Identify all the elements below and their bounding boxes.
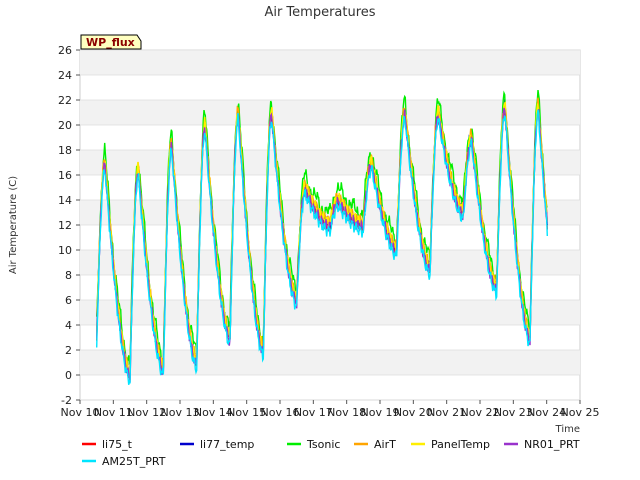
x-tick-label: Nov 21 — [427, 406, 466, 419]
legend-label-li77_temp: li77_temp — [200, 438, 254, 451]
x-tick-label: Nov 19 — [361, 406, 400, 419]
legend: li75_t li77_temp Tsonic AirT PanelTemp NR01_P… — [82, 438, 580, 468]
y-tick-label: 2 — [65, 344, 72, 357]
legend-label-PanelTemp: PanelTemp — [431, 438, 490, 451]
x-tick-label: Nov 18 — [327, 406, 366, 419]
y-tick-label: 8 — [65, 269, 72, 282]
x-tick-label: Nov 16 — [261, 406, 300, 419]
x-tick-label: Nov 24 — [527, 406, 566, 419]
y-axis-label: Air Temperature (C) — [8, 176, 19, 274]
y-tick-label: 0 — [65, 369, 72, 382]
y-tick-label: -2 — [61, 394, 72, 407]
x-tick-label: Nov 25 — [561, 406, 600, 419]
badge-box — [80, 34, 142, 50]
chart-title: Air Temperatures — [264, 5, 375, 20]
y-tick-label: 24 — [58, 69, 72, 82]
x-tick-label: Nov 13 — [161, 406, 200, 419]
y-tick-label: 18 — [58, 144, 72, 157]
grid-band — [80, 250, 580, 275]
grid-band — [80, 50, 580, 75]
badge: WP_flux — [80, 34, 142, 50]
x-tick-label: Nov 23 — [494, 406, 533, 419]
grid-band — [80, 300, 580, 325]
x-tick-label: Nov 17 — [294, 406, 333, 419]
legend-label-li75_t: li75_t — [102, 438, 133, 451]
grid-band — [80, 100, 580, 125]
x-axis-label: Time — [555, 424, 580, 435]
y-tick-label: 16 — [58, 169, 72, 182]
x-tick-label: Nov 14 — [194, 406, 233, 419]
y-tick-label: 22 — [58, 94, 72, 107]
legend-label-AM25T_PRT: AM25T_PRT — [102, 455, 166, 468]
grid-band — [80, 350, 580, 375]
x-tick-label: Nov 15 — [227, 406, 266, 419]
y-tick-label: 14 — [58, 194, 72, 207]
badge-label: WP_flux — [86, 36, 135, 49]
legend-label-Tsonic: Tsonic — [306, 438, 340, 451]
y-tick-label: 4 — [65, 319, 72, 332]
y-tick-label: 12 — [58, 219, 72, 232]
x-tick-label: Nov 22 — [461, 406, 500, 419]
y-tick-label: 6 — [65, 294, 72, 307]
y-tick-label: 26 — [58, 44, 72, 57]
series-line-Tsonic — [96, 90, 548, 366]
y-tick-label: 20 — [58, 119, 72, 132]
x-tick-label: Nov 11 — [94, 406, 133, 419]
grid-band — [80, 150, 580, 175]
x-tick-label: Nov 12 — [127, 406, 166, 419]
x-tick-label: Nov 10 — [61, 406, 100, 419]
series-line-NR01_PRT — [96, 107, 548, 383]
y-tick-label: 10 — [58, 244, 72, 257]
legend-label-NR01_PRT: NR01_PRT — [524, 438, 580, 451]
x-tick-label: Nov 20 — [394, 406, 433, 419]
legend-label-AirT: AirT — [374, 438, 396, 451]
series-line-AM25T_PRT — [96, 109, 548, 385]
